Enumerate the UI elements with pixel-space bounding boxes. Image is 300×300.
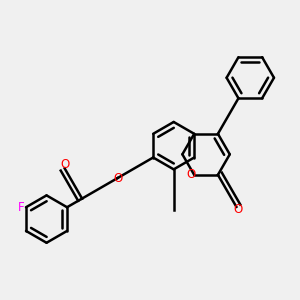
Text: O: O (113, 172, 122, 184)
Text: O: O (187, 168, 196, 182)
Text: O: O (233, 203, 243, 216)
Text: O: O (60, 158, 69, 171)
Text: F: F (18, 201, 25, 214)
